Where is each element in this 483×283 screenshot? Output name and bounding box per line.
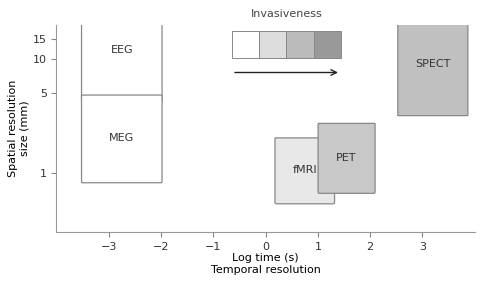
Y-axis label: Spatial resolution
size (mm): Spatial resolution size (mm) [8, 80, 30, 177]
FancyBboxPatch shape [82, 0, 162, 101]
Text: fMRI: fMRI [292, 165, 317, 175]
Text: Invasiveness: Invasiveness [251, 9, 322, 19]
FancyBboxPatch shape [313, 31, 341, 58]
Text: PET: PET [336, 153, 357, 163]
Text: EEG: EEG [111, 45, 133, 55]
Text: MEG: MEG [109, 133, 134, 143]
FancyBboxPatch shape [275, 138, 335, 204]
FancyBboxPatch shape [398, 13, 468, 116]
FancyBboxPatch shape [286, 31, 313, 58]
FancyBboxPatch shape [232, 31, 259, 58]
FancyBboxPatch shape [259, 31, 286, 58]
Text: SPECT: SPECT [415, 59, 451, 69]
X-axis label: Log time (s)
Temporal resolution: Log time (s) Temporal resolution [211, 253, 321, 275]
FancyBboxPatch shape [318, 123, 375, 193]
FancyBboxPatch shape [82, 95, 162, 183]
